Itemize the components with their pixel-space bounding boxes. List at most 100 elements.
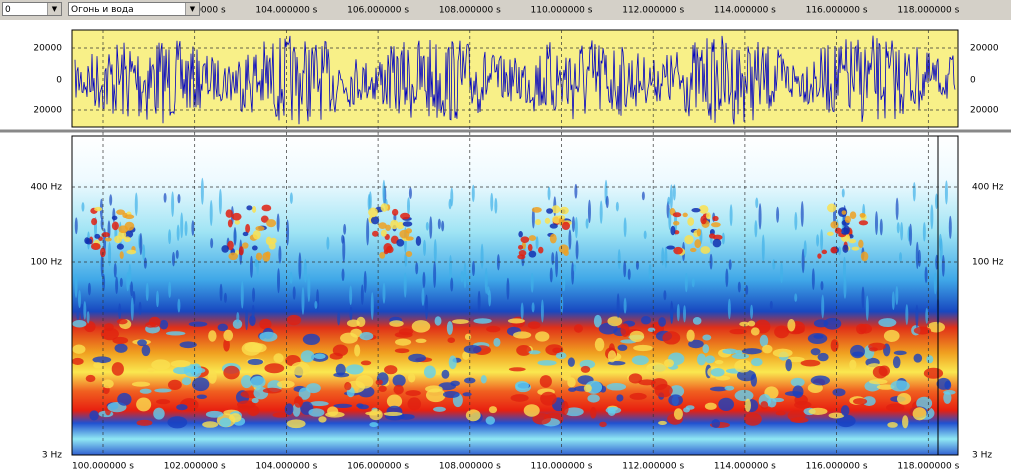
time-label-bottom: 106.000000 s bbox=[347, 462, 409, 472]
spectrogram-blob bbox=[540, 392, 557, 406]
spectrogram-streak bbox=[361, 285, 364, 305]
spectrogram-blob bbox=[197, 395, 207, 399]
spectrogram-blob bbox=[218, 324, 228, 332]
spectrogram-burst bbox=[253, 230, 261, 239]
spectrogram-blob bbox=[72, 345, 85, 354]
spectrogram-burst bbox=[666, 246, 675, 250]
spectrogram-streak bbox=[812, 268, 815, 290]
spectrogram-blob bbox=[516, 345, 531, 356]
spectrogram-streak bbox=[307, 274, 310, 302]
spectrogram-burst bbox=[416, 236, 421, 246]
spectrogram-streak bbox=[685, 273, 688, 292]
spectrogram-blob bbox=[435, 316, 442, 325]
spectrogram-blob bbox=[914, 354, 923, 363]
amplitude-label-left: 20000 bbox=[33, 106, 62, 116]
spectrogram-streak bbox=[146, 283, 149, 301]
spectrogram-blob bbox=[294, 396, 303, 408]
spectrogram-burst bbox=[670, 226, 675, 235]
spectrogram-blob bbox=[792, 385, 803, 398]
spectrogram-burst bbox=[827, 232, 834, 236]
spectrogram-blob bbox=[273, 353, 283, 363]
spectrogram-streak bbox=[555, 251, 558, 277]
spectrogram-burst bbox=[390, 220, 398, 229]
spectrogram-streak bbox=[801, 201, 804, 227]
spectrogram-blob bbox=[376, 379, 383, 385]
spectrogram-blob bbox=[902, 415, 908, 428]
spectrogram-blob bbox=[137, 339, 147, 346]
spectrogram-streak bbox=[586, 218, 589, 228]
track-value: Огонь и вода bbox=[71, 5, 134, 15]
spectrogram-burst bbox=[697, 228, 701, 236]
spectrogram-blob bbox=[697, 353, 706, 365]
spectrogram-blob bbox=[229, 413, 241, 422]
spectrogram-streak bbox=[349, 307, 352, 320]
spectrogram-burst bbox=[120, 251, 124, 259]
spectrogram-streak bbox=[177, 225, 180, 241]
spectrogram-streak bbox=[738, 282, 741, 293]
spectrogram-streak bbox=[423, 240, 426, 256]
spectrogram-blob bbox=[452, 319, 469, 324]
spectrogram-blob bbox=[142, 345, 151, 356]
spectrogram-blob bbox=[648, 328, 656, 332]
spectrogram-streak bbox=[842, 188, 845, 197]
spectrogram-burst bbox=[372, 231, 379, 237]
spectrogram-streak bbox=[628, 269, 631, 280]
spectrogram-blob bbox=[686, 330, 694, 342]
amplitude-label-right: 0 bbox=[970, 76, 976, 86]
spectrogram-streak bbox=[171, 191, 174, 216]
spectrogram-blob bbox=[943, 390, 955, 395]
spectrogram-burst bbox=[399, 230, 409, 239]
spectrogram-streak bbox=[301, 287, 304, 315]
spectrogram-blob bbox=[156, 399, 170, 404]
spectrogram-blob bbox=[658, 421, 667, 425]
spectrogram-streak bbox=[939, 234, 942, 251]
spectrogram-blob bbox=[464, 345, 482, 354]
spectrogram-blob bbox=[528, 321, 541, 329]
spectrogram-burst bbox=[852, 247, 860, 251]
spectrogram-streak bbox=[210, 200, 213, 226]
spectrogram-blob bbox=[399, 328, 413, 335]
spectrogram-blob bbox=[449, 355, 457, 369]
spectrogram-streak bbox=[438, 219, 441, 230]
spectrogram-streak bbox=[913, 182, 916, 201]
time-label-top: 104.000000 s bbox=[255, 6, 317, 16]
spectrogram-blob bbox=[168, 380, 182, 390]
spectrogram-blob bbox=[773, 349, 793, 358]
spectrogram-blob bbox=[369, 422, 378, 427]
spectrogram-burst bbox=[687, 217, 694, 226]
spectrogram-streak bbox=[176, 250, 179, 259]
spectrogram-blob bbox=[944, 381, 951, 390]
spectrogram-streak bbox=[754, 220, 757, 237]
spectrogram-burst bbox=[699, 205, 709, 214]
spectrogram-streak bbox=[142, 244, 145, 260]
spectrogram-burst bbox=[559, 217, 563, 225]
spectrogram-streak bbox=[918, 250, 921, 267]
time-label-bottom: 100.000000 s bbox=[72, 462, 134, 472]
spectrogram-blob bbox=[415, 339, 426, 343]
spectrogram-blob bbox=[171, 360, 191, 367]
spectrogram-blob bbox=[607, 316, 622, 326]
spectrogram-blob bbox=[705, 403, 717, 410]
spectrogram-streak bbox=[574, 184, 577, 199]
frequency-label-left: 100 Hz bbox=[30, 258, 62, 268]
spectrogram-streak bbox=[277, 214, 280, 233]
spectrogram-streak bbox=[290, 272, 293, 284]
spectrogram-streak bbox=[600, 201, 603, 224]
spectrogram-streak bbox=[900, 222, 903, 240]
spectrogram-streak bbox=[277, 268, 280, 293]
spectrogram-blob bbox=[340, 333, 358, 344]
analysis-view: 100.000000 s100.000000 s102.000000 s102.… bbox=[0, 0, 1011, 474]
spectrogram-burst bbox=[368, 208, 378, 218]
track-select[interactable]: Огонь и вода▼ bbox=[68, 2, 200, 16]
spectrogram-streak bbox=[794, 212, 797, 230]
spectrogram-burst bbox=[262, 205, 272, 212]
spectrogram-streak bbox=[606, 196, 609, 208]
spectrogram-blob bbox=[395, 348, 410, 353]
spectrogram-blob bbox=[285, 403, 294, 415]
spectrogram-burst bbox=[381, 230, 387, 237]
spectrogram-blob bbox=[734, 360, 751, 373]
frequency-label-right: 3 Hz bbox=[972, 451, 992, 461]
channel-select[interactable]: 0▼ bbox=[2, 2, 62, 16]
spectrogram-streak bbox=[892, 291, 895, 310]
spectrogram-blob bbox=[811, 348, 821, 355]
